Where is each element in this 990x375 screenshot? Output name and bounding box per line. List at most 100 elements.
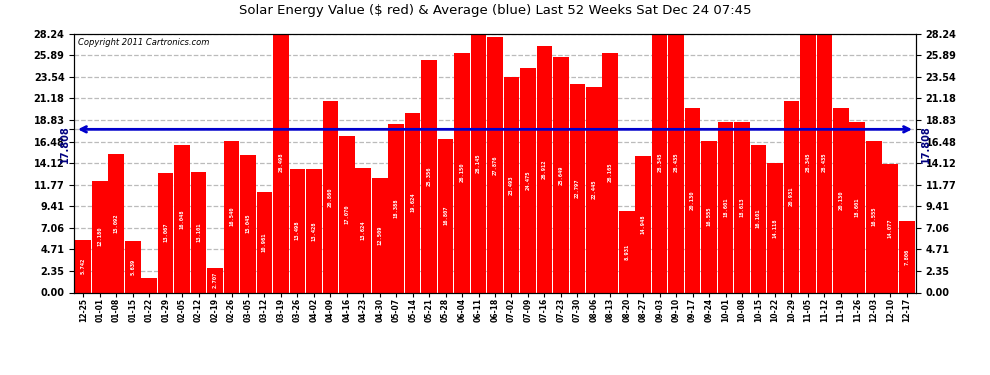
Bar (207, 268, 223, 292)
Text: 18.601: 18.601 (854, 198, 859, 217)
Bar (701, 141, 717, 292)
Bar (157, 173, 173, 292)
Bar (454, 53, 470, 292)
Text: 10.961: 10.961 (262, 232, 267, 252)
Bar (388, 124, 404, 292)
Bar (537, 46, 552, 292)
Text: 20.860: 20.860 (328, 187, 333, 207)
Bar (553, 57, 568, 292)
Text: 13.624: 13.624 (360, 220, 365, 240)
Text: 20.130: 20.130 (839, 190, 843, 210)
Bar (882, 164, 898, 292)
Bar (306, 170, 322, 292)
Bar (109, 154, 124, 292)
Text: 15.092: 15.092 (114, 214, 119, 233)
Text: Copyright 2011 Cartronics.com: Copyright 2011 Cartronics.com (78, 38, 210, 46)
Text: 14.118: 14.118 (772, 218, 777, 238)
Text: 20.931: 20.931 (789, 187, 794, 206)
Bar (339, 136, 354, 292)
Text: 28.345: 28.345 (806, 153, 811, 173)
Text: 18.388: 18.388 (394, 198, 399, 218)
Text: 13.498: 13.498 (295, 221, 300, 240)
Text: 26.165: 26.165 (608, 163, 613, 182)
Text: 14.077: 14.077 (888, 218, 893, 238)
Text: 23.493: 23.493 (509, 175, 514, 195)
Bar (241, 154, 255, 292)
Bar (619, 211, 635, 292)
Bar (405, 113, 421, 292)
Bar (422, 60, 437, 292)
Text: 13.428: 13.428 (312, 221, 317, 241)
Bar (651, 33, 667, 292)
Text: 28.345: 28.345 (657, 153, 662, 173)
Bar (75, 240, 91, 292)
Bar (899, 221, 915, 292)
Text: 16.555: 16.555 (707, 207, 712, 226)
Bar (438, 138, 453, 292)
Bar (668, 32, 684, 292)
Bar (191, 172, 206, 292)
Bar (487, 37, 503, 292)
Text: 25.356: 25.356 (427, 166, 432, 186)
Bar (224, 141, 240, 292)
Bar (92, 181, 108, 292)
Text: 2.707: 2.707 (213, 272, 218, 288)
Text: 12.180: 12.180 (97, 227, 102, 246)
Bar (849, 122, 865, 292)
Text: 14.948: 14.948 (641, 214, 645, 234)
Bar (470, 34, 486, 292)
Bar (355, 168, 371, 292)
Bar (520, 68, 536, 292)
Bar (569, 84, 585, 292)
Bar (866, 141, 881, 292)
Text: 19.624: 19.624 (410, 193, 415, 212)
Bar (735, 122, 749, 292)
Bar (586, 87, 602, 292)
Text: 28.145: 28.145 (476, 154, 481, 173)
Bar (784, 101, 799, 292)
Bar (767, 163, 783, 292)
Bar (718, 122, 734, 292)
Text: 7.806: 7.806 (904, 249, 909, 265)
Bar (833, 108, 848, 292)
Bar (323, 101, 339, 292)
Text: 28.435: 28.435 (822, 153, 827, 172)
Text: 16.048: 16.048 (179, 209, 184, 229)
Bar (800, 33, 816, 292)
Text: 16.555: 16.555 (871, 207, 876, 226)
Bar (289, 169, 305, 292)
Text: 18.613: 18.613 (740, 198, 744, 217)
Bar (603, 53, 618, 292)
Text: 5.639: 5.639 (131, 258, 136, 275)
Text: 15.045: 15.045 (246, 214, 250, 233)
Text: 18.601: 18.601 (723, 198, 728, 217)
Text: 28.498: 28.498 (278, 152, 283, 172)
Text: 25.649: 25.649 (558, 165, 563, 185)
Bar (174, 146, 190, 292)
Text: 16.101: 16.101 (756, 209, 761, 228)
Bar (817, 32, 833, 292)
Bar (372, 178, 387, 292)
Text: Solar Energy Value ($ red) & Average (blue) Last 52 Weeks Sat Dec 24 07:45: Solar Energy Value ($ red) & Average (bl… (239, 4, 751, 17)
Bar (685, 108, 701, 292)
Text: 22.445: 22.445 (591, 180, 596, 200)
Text: 28.435: 28.435 (673, 153, 678, 172)
Text: 20.130: 20.130 (690, 190, 695, 210)
Text: 22.797: 22.797 (575, 178, 580, 198)
Text: 8.931: 8.931 (625, 243, 630, 260)
Text: 16.807: 16.807 (444, 206, 448, 225)
Text: 13.067: 13.067 (163, 223, 168, 242)
Text: 26.150: 26.150 (459, 163, 464, 183)
Text: 26.912: 26.912 (542, 159, 546, 179)
Bar (256, 192, 272, 292)
Bar (504, 77, 520, 292)
Bar (142, 278, 157, 292)
Text: 27.876: 27.876 (492, 155, 498, 174)
Text: 24.475: 24.475 (526, 171, 531, 190)
Text: 5.742: 5.742 (81, 258, 86, 274)
Bar (750, 145, 766, 292)
Text: 16.540: 16.540 (229, 207, 234, 226)
Bar (273, 32, 289, 292)
Bar (125, 241, 141, 292)
Text: 17.070: 17.070 (345, 204, 349, 224)
